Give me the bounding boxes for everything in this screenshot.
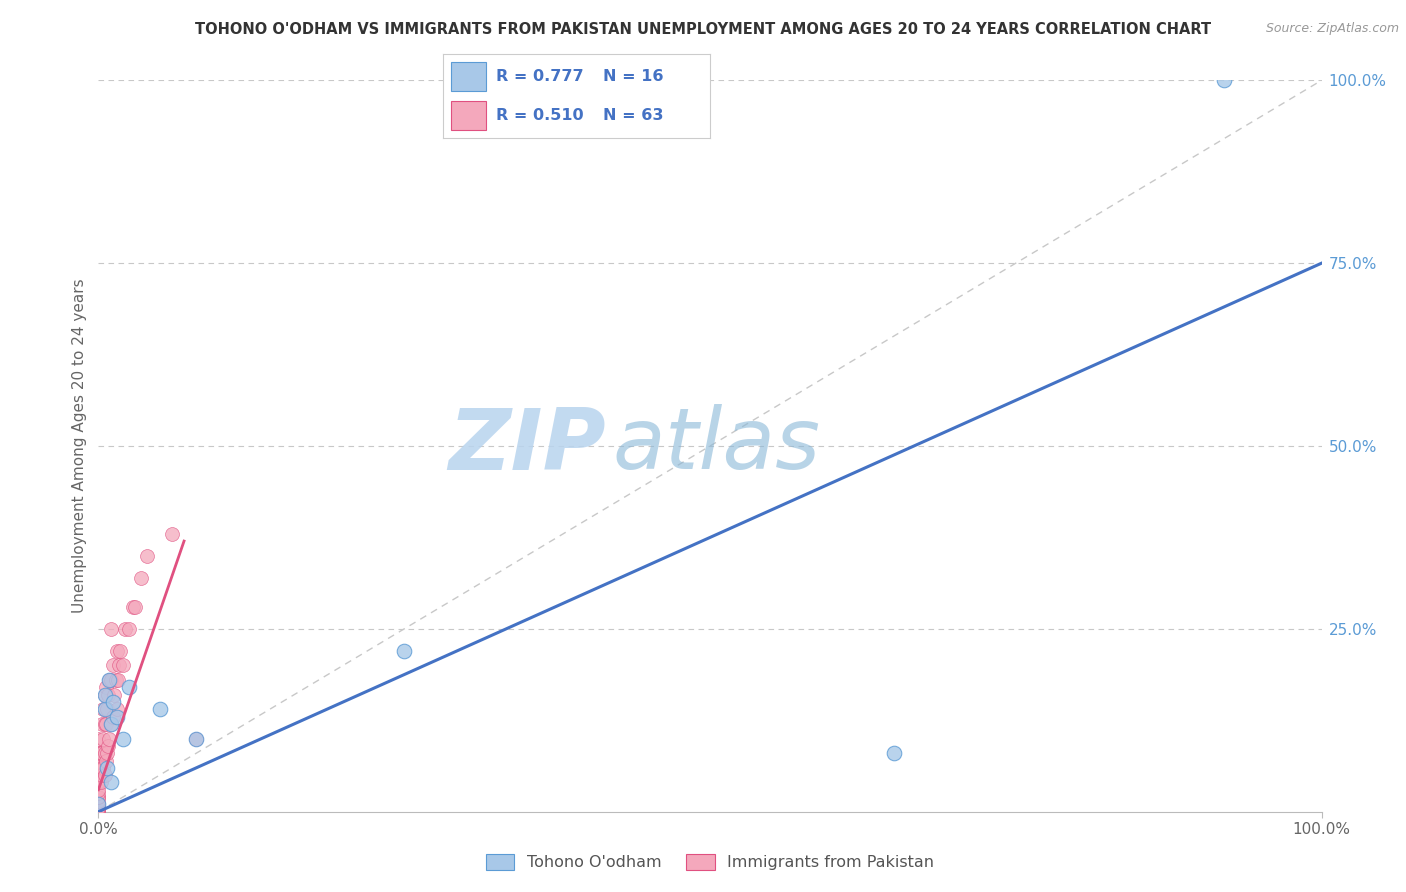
- Text: N = 63: N = 63: [603, 108, 664, 123]
- Immigrants from Pakistan: [87, 801, 110, 815]
- Immigrants from Pakistan: [87, 790, 110, 805]
- Immigrants from Pakistan: [124, 599, 146, 614]
- Legend: Tohono O'odham, Immigrants from Pakistan: Tohono O'odham, Immigrants from Pakistan: [479, 848, 941, 877]
- Immigrants from Pakistan: [160, 526, 183, 541]
- Text: atlas: atlas: [612, 404, 820, 488]
- Immigrants from Pakistan: [96, 746, 118, 760]
- FancyBboxPatch shape: [451, 62, 485, 91]
- Tohono O'odham: [186, 731, 208, 746]
- Immigrants from Pakistan: [87, 805, 110, 819]
- Immigrants from Pakistan: [93, 746, 115, 760]
- Immigrants from Pakistan: [87, 797, 110, 812]
- Immigrants from Pakistan: [129, 571, 152, 585]
- Immigrants from Pakistan: [101, 658, 124, 673]
- Immigrants from Pakistan: [103, 688, 125, 702]
- Immigrants from Pakistan: [107, 673, 129, 687]
- Tohono O'odham: [87, 797, 110, 812]
- Immigrants from Pakistan: [87, 754, 110, 768]
- Immigrants from Pakistan: [118, 622, 141, 636]
- Tohono O'odham: [883, 746, 905, 760]
- Immigrants from Pakistan: [94, 681, 117, 695]
- Tohono O'odham: [111, 731, 134, 746]
- Immigrants from Pakistan: [93, 768, 115, 782]
- Tohono O'odham: [93, 702, 115, 716]
- Text: R = 0.777: R = 0.777: [496, 69, 583, 84]
- Immigrants from Pakistan: [90, 746, 112, 760]
- Tohono O'odham: [98, 673, 121, 687]
- Immigrants from Pakistan: [91, 702, 114, 716]
- Immigrants from Pakistan: [111, 658, 134, 673]
- Immigrants from Pakistan: [87, 797, 110, 812]
- Immigrants from Pakistan: [98, 673, 121, 687]
- Immigrants from Pakistan: [114, 622, 136, 636]
- Immigrants from Pakistan: [93, 717, 115, 731]
- Tohono O'odham: [100, 775, 122, 789]
- Text: R = 0.510: R = 0.510: [496, 108, 583, 123]
- Immigrants from Pakistan: [96, 702, 118, 716]
- Tohono O'odham: [149, 702, 172, 716]
- Immigrants from Pakistan: [87, 801, 110, 815]
- Immigrants from Pakistan: [90, 761, 112, 775]
- Immigrants from Pakistan: [91, 731, 114, 746]
- Text: Source: ZipAtlas.com: Source: ZipAtlas.com: [1265, 22, 1399, 36]
- Immigrants from Pakistan: [87, 805, 110, 819]
- Immigrants from Pakistan: [87, 746, 110, 760]
- Immigrants from Pakistan: [94, 717, 117, 731]
- Immigrants from Pakistan: [97, 739, 120, 753]
- Immigrants from Pakistan: [104, 673, 127, 687]
- Immigrants from Pakistan: [91, 746, 114, 760]
- Immigrants from Pakistan: [91, 761, 114, 775]
- Immigrants from Pakistan: [93, 688, 115, 702]
- Immigrants from Pakistan: [87, 805, 110, 819]
- Immigrants from Pakistan: [87, 805, 110, 819]
- Tohono O'odham: [105, 709, 128, 723]
- Immigrants from Pakistan: [105, 644, 128, 658]
- Immigrants from Pakistan: [97, 688, 120, 702]
- Immigrants from Pakistan: [98, 731, 121, 746]
- Tohono O'odham: [1212, 73, 1234, 87]
- Immigrants from Pakistan: [90, 775, 112, 789]
- Immigrants from Pakistan: [91, 717, 114, 731]
- Tohono O'odham: [100, 717, 122, 731]
- Y-axis label: Unemployment Among Ages 20 to 24 years: Unemployment Among Ages 20 to 24 years: [72, 278, 87, 614]
- Immigrants from Pakistan: [136, 549, 159, 563]
- Immigrants from Pakistan: [91, 768, 114, 782]
- Immigrants from Pakistan: [101, 709, 124, 723]
- Immigrants from Pakistan: [108, 658, 131, 673]
- Tohono O'odham: [93, 688, 115, 702]
- Tohono O'odham: [118, 681, 141, 695]
- Tohono O'odham: [96, 761, 118, 775]
- Immigrants from Pakistan: [100, 673, 122, 687]
- Immigrants from Pakistan: [110, 644, 132, 658]
- Tohono O'odham: [101, 695, 124, 709]
- Immigrants from Pakistan: [87, 794, 110, 808]
- Immigrants from Pakistan: [87, 782, 110, 797]
- Immigrants from Pakistan: [105, 702, 128, 716]
- Immigrants from Pakistan: [94, 754, 117, 768]
- Text: ZIP: ZIP: [449, 404, 606, 488]
- Immigrants from Pakistan: [87, 768, 110, 782]
- Immigrants from Pakistan: [87, 731, 110, 746]
- Immigrants from Pakistan: [87, 787, 110, 801]
- FancyBboxPatch shape: [451, 101, 485, 130]
- Immigrants from Pakistan: [186, 731, 208, 746]
- Text: N = 16: N = 16: [603, 69, 664, 84]
- Immigrants from Pakistan: [100, 717, 122, 731]
- Text: TOHONO O'ODHAM VS IMMIGRANTS FROM PAKISTAN UNEMPLOYMENT AMONG AGES 20 TO 24 YEAR: TOHONO O'ODHAM VS IMMIGRANTS FROM PAKIST…: [195, 22, 1211, 37]
- Immigrants from Pakistan: [121, 599, 143, 614]
- Immigrants from Pakistan: [100, 622, 122, 636]
- Immigrants from Pakistan: [87, 790, 110, 805]
- Immigrants from Pakistan: [87, 761, 110, 775]
- Immigrants from Pakistan: [87, 805, 110, 819]
- Immigrants from Pakistan: [87, 775, 110, 789]
- Tohono O'odham: [392, 644, 416, 658]
